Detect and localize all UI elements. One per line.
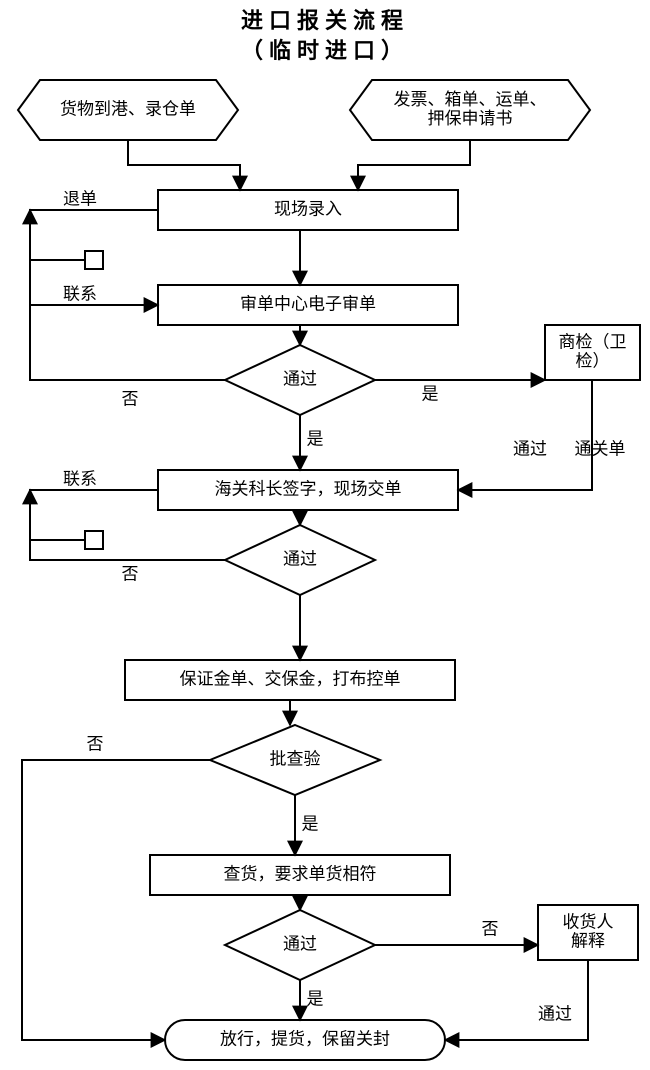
node-doc1: 货物到港、录仓单	[18, 80, 238, 140]
edge-0	[128, 140, 240, 190]
edge-6-label: 是	[307, 429, 324, 448]
node-p3: 海关科长签字，现场交单	[158, 470, 458, 510]
node-shr: 收货人解释	[538, 905, 638, 960]
edge-19: 否	[30, 490, 225, 583]
node-end-label: 放行，提货，保留关封	[220, 1029, 390, 1048]
edge-4-label: 是	[422, 384, 439, 403]
edge-20: 否	[22, 734, 210, 1040]
node-shr-label-1: 解释	[571, 931, 605, 950]
edge-18: 联系	[30, 469, 158, 540]
node-p2: 审单中心电子审单	[158, 285, 458, 325]
node-p5-label: 查货，要求单货相符	[224, 864, 377, 883]
edge-13-label: 通过	[538, 1004, 572, 1023]
node-p4-label: 保证金单、交保金，打布控单	[180, 669, 401, 688]
node-d3-label: 批查验	[270, 749, 321, 768]
node-p2-label: 审单中心电子审单	[240, 294, 376, 313]
edge-4: 是	[375, 380, 545, 403]
node-sj-label: 商检（卫	[559, 332, 627, 351]
node-p3-label: 海关科长签字，现场交单	[215, 479, 402, 498]
node-sj: 商检（卫检）	[545, 325, 640, 380]
node-d1-label: 通过	[283, 369, 317, 388]
edge-17-label: 否	[122, 389, 139, 408]
node-p5: 查货，要求单货相符	[150, 855, 450, 895]
edge-19-label: 否	[122, 564, 139, 583]
node-shr-label: 收货人	[563, 912, 614, 931]
edge-14: 是	[300, 980, 324, 1020]
edge-10-label: 是	[302, 814, 319, 833]
edge-5: 通过 通关单	[458, 380, 626, 490]
node-p1-label: 现场录入	[274, 199, 342, 218]
node-d3: 批查验	[210, 725, 380, 795]
svg-text:（临时进口）: （临时进口）	[241, 38, 409, 63]
node-doc1-label: 货物到港、录仓单	[60, 99, 196, 118]
edge-17: 否	[30, 210, 225, 408]
node-d4-label: 通过	[283, 934, 317, 953]
node-p4: 保证金单、交保金，打布控单	[125, 660, 455, 700]
node-sj-label-1: 检）	[576, 351, 610, 370]
edge-13: 通过	[445, 960, 588, 1040]
edge-5-label: 通过	[513, 439, 547, 458]
edge-15-label: 退单	[63, 189, 97, 208]
edge-20-label: 否	[87, 734, 104, 753]
edge-14-label: 是	[307, 989, 324, 1008]
svg-text:进口报关流程: 进口报关流程	[241, 8, 409, 33]
node-doc2: 发票、箱单、运单、押保申请书	[350, 80, 590, 140]
node-p1: 现场录入	[158, 190, 458, 230]
node-end: 放行，提货，保留关封	[165, 1020, 445, 1060]
edge-18-label: 联系	[63, 469, 97, 488]
edge-12: 否	[375, 919, 538, 945]
node-doc2-label: 发票、箱单、运单、	[394, 90, 547, 109]
edge-12-label: 否	[482, 919, 499, 938]
stub	[85, 531, 103, 549]
edge-15: 退单	[30, 189, 158, 260]
node-doc2-label-1: 押保申请书	[428, 109, 513, 128]
edge-5-label2: 通关单	[575, 439, 626, 458]
title: 进口报关流程 （临时进口）	[241, 8, 409, 63]
node-d2: 通过	[225, 525, 375, 595]
edge-10: 是	[295, 795, 319, 855]
node-d1: 通过	[225, 345, 375, 415]
edge-16: 联系	[30, 260, 158, 305]
flowchart-canvas: 进口报关流程 （临时进口） 货物到港、录仓单 发票、箱单、运单、押保申请书现场录入审单…	[0, 0, 650, 1070]
edge-6: 是	[300, 415, 324, 470]
edge-16-label: 联系	[63, 284, 97, 303]
edge-1	[358, 140, 470, 190]
node-d4: 通过	[225, 910, 375, 980]
stub	[85, 251, 103, 269]
node-d2-label: 通过	[283, 549, 317, 568]
